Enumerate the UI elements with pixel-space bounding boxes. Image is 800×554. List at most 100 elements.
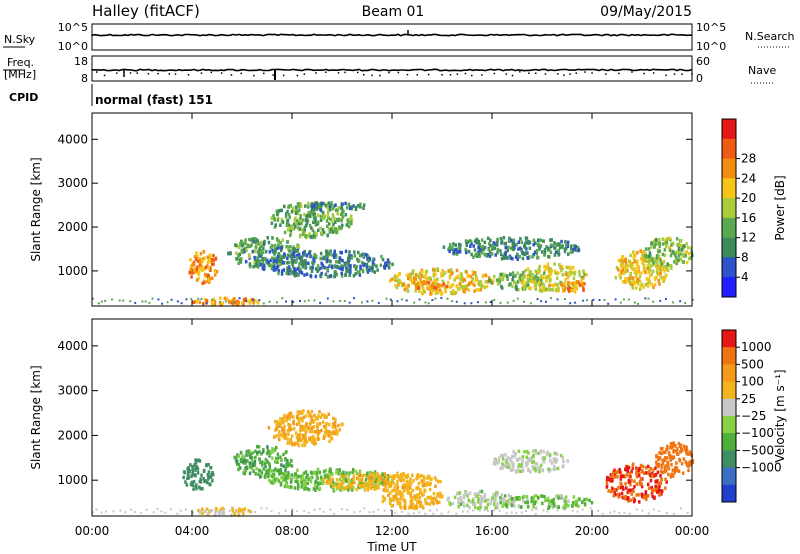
sky-noise-panel: [91, 23, 693, 51]
range-gate-cell: [523, 274, 526, 278]
range-gate-cell: [305, 221, 309, 225]
range-gate-cell: [301, 424, 304, 429]
range-gate-cell: [285, 245, 288, 249]
range-gate-cell: [581, 500, 584, 504]
range-gate-cell: [661, 265, 664, 270]
range-gate-cell: [669, 446, 672, 450]
range-gate-cell: [343, 477, 347, 481]
range-gate-cell: [385, 481, 388, 486]
range-gate-cell: [365, 262, 369, 267]
range-gate-cell: [312, 257, 315, 262]
range-gate-cell: [639, 476, 643, 481]
range-gate-cell: [656, 266, 660, 270]
range-gate-cell: [468, 281, 471, 286]
range-gate-cell: [413, 301, 416, 304]
colorbar-tick-label: −100: [741, 426, 774, 440]
range-gate-cell: [689, 256, 693, 260]
range-gate-cell: [447, 269, 450, 273]
range-gate-cell: [352, 474, 356, 478]
range-gate-cell: [416, 473, 420, 477]
range-gate-cell: [311, 265, 314, 270]
range-gate-cell: [214, 273, 217, 277]
range-gate-cell: [479, 288, 482, 292]
range-gate-cell: [316, 222, 319, 226]
range-gate-cell: [534, 512, 537, 515]
range-gate-cell: [276, 212, 279, 217]
range-gate-cell: [265, 451, 269, 456]
range-gate-cell: [492, 493, 495, 497]
range-gate-cell: [279, 424, 282, 428]
range-gate-cell: [312, 212, 315, 217]
range-gate-cell: [214, 510, 217, 514]
range-gate-cell: [300, 428, 304, 432]
range-gate-cell: [663, 470, 666, 474]
range-gate-cell: [300, 258, 303, 262]
range-gate-cell: [463, 278, 467, 282]
range-gate-cell: [547, 254, 550, 259]
station-title: Halley (fitACF): [92, 2, 200, 20]
range-gate-cell: [566, 240, 570, 245]
range-gate-cell: [563, 508, 566, 511]
range-gate-cell: [398, 278, 401, 283]
range-gate-cell: [245, 299, 247, 302]
range-gate-cell: [520, 276, 524, 280]
range-gate-cell: [665, 512, 668, 514]
range-gate-cell: [207, 477, 210, 481]
range-gate-cell: [486, 236, 490, 241]
range-gate-cell: [289, 427, 293, 432]
range-gate-cell: [369, 486, 373, 490]
range-gate-cell: [479, 280, 483, 284]
range-gate-cell: [481, 274, 485, 279]
range-gate-cell: [548, 248, 551, 252]
range-gate-cell: [493, 502, 496, 506]
range-gate-cell: [302, 232, 305, 237]
range-gate-cell: [475, 274, 478, 279]
range-gate-cell: [681, 471, 685, 475]
range-gate-cell: [573, 247, 577, 251]
range-gate-cell: [370, 266, 373, 270]
range-gate-cell: [657, 462, 661, 467]
range-gate-cell: [245, 248, 248, 252]
range-gate-cell: [254, 449, 257, 454]
range-gate-cell: [460, 498, 463, 503]
range-gate-cell: [652, 508, 655, 511]
range-gate-cell: [666, 262, 669, 266]
range-gate-cell: [284, 509, 287, 512]
range-gate-cell: [292, 245, 295, 249]
range-gate-cell: [133, 511, 136, 513]
range-gate-cell: [484, 273, 488, 278]
range-gate-cell: [659, 265, 662, 269]
range-gate-cell: [430, 285, 434, 289]
range-gate-cell: [493, 274, 496, 279]
range-gate-cell: [418, 504, 422, 508]
range-gate-cell: [486, 509, 489, 512]
range-gate-cell: [502, 497, 506, 501]
range-gate-cell: [297, 434, 300, 438]
range-gate-cell: [354, 207, 358, 211]
range-gate-cell: [290, 434, 294, 438]
range-gate-cell: [383, 498, 386, 502]
range-gate-cell: [193, 268, 196, 272]
range-gate-cell: [484, 253, 487, 257]
colorbar-tick-label: 16: [741, 211, 756, 225]
range-gate-cell: [294, 273, 297, 277]
range-gate-cell: [515, 457, 519, 462]
range-gate-cell: [682, 260, 685, 264]
range-gate-cell: [313, 207, 316, 212]
range-gate-cell: [255, 467, 258, 471]
range-gate-cell: [427, 280, 431, 285]
range-gate-cell: [431, 288, 434, 293]
range-gate-cell: [546, 287, 549, 292]
range-gate-cell: [513, 243, 516, 247]
range-gate-cell: [451, 283, 455, 287]
range-gate-cell: [567, 499, 570, 503]
range-gate-cell: [316, 437, 320, 441]
range-gate-cell: [543, 264, 546, 269]
range-gate-cell: [568, 266, 571, 270]
range-gate-cell: [509, 497, 513, 501]
range-gate-cell: [344, 249, 348, 254]
range-gate-cell: [564, 240, 567, 244]
range-gate-cell: [689, 246, 693, 250]
range-gate-cell: [556, 276, 559, 280]
range-gate-cell: [293, 254, 296, 259]
